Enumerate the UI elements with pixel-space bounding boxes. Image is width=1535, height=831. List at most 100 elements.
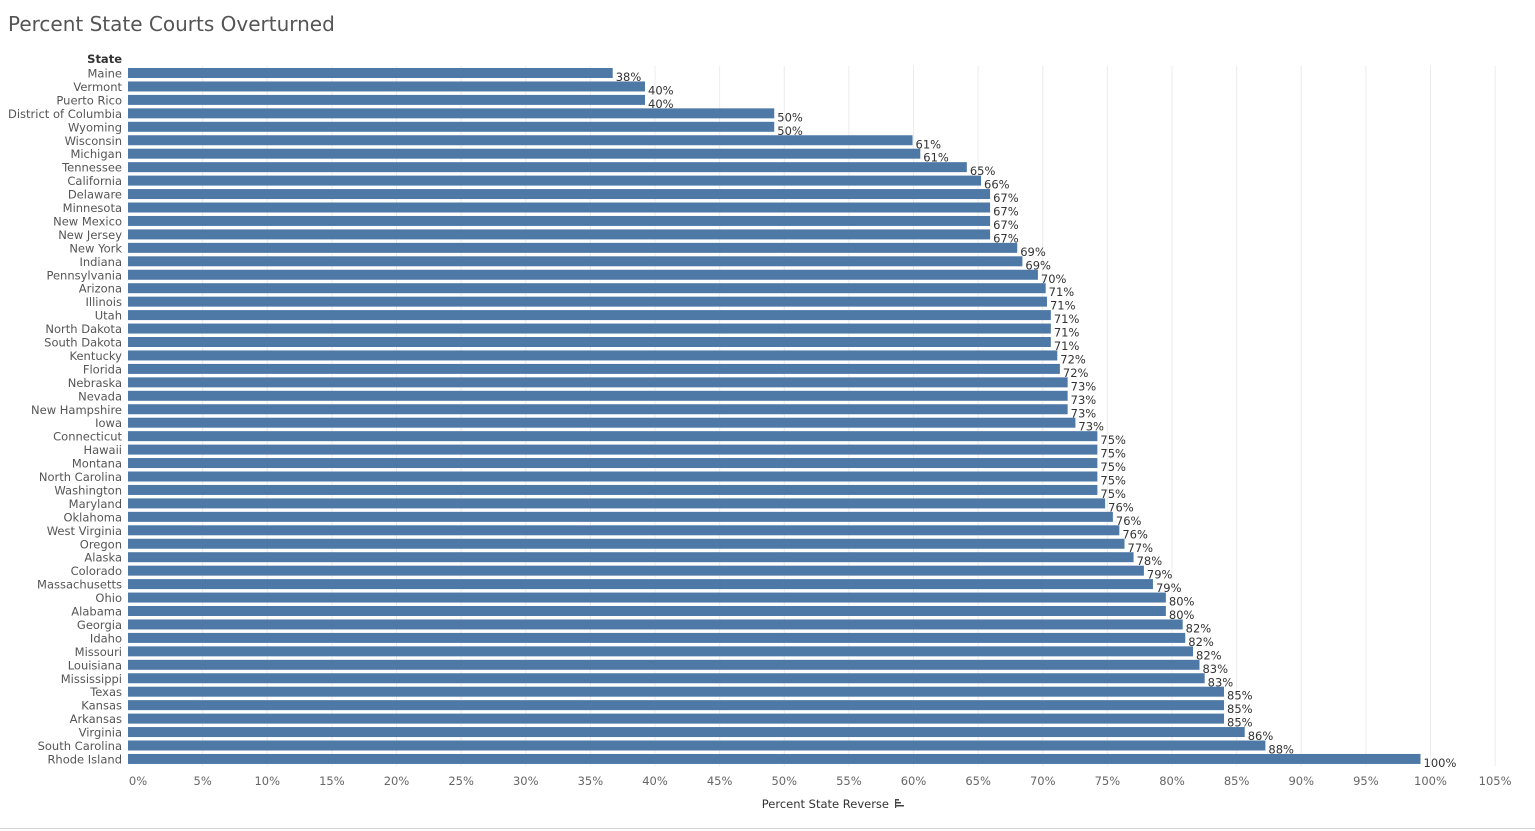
state-label[interactable]: Kentucky — [69, 349, 122, 363]
bar[interactable] — [128, 740, 1266, 751]
bar[interactable] — [128, 511, 1113, 522]
state-label[interactable]: Montana — [72, 457, 122, 471]
state-label[interactable]: South Dakota — [44, 336, 122, 350]
state-label[interactable]: Virginia — [79, 726, 122, 740]
bar[interactable] — [128, 68, 613, 78]
bar[interactable] — [128, 242, 1018, 253]
bar[interactable] — [128, 458, 1098, 469]
state-label[interactable]: Delaware — [68, 188, 122, 202]
state-label[interactable]: Nebraska — [68, 376, 122, 390]
state-label[interactable]: California — [67, 174, 122, 188]
state-label[interactable]: Pennsylvania — [46, 268, 122, 282]
state-label[interactable]: Vermont — [73, 80, 122, 94]
state-label[interactable]: Oklahoma — [63, 510, 122, 524]
sort-descending-icon[interactable] — [895, 799, 904, 808]
bar[interactable] — [128, 81, 645, 92]
state-label[interactable]: Texas — [89, 685, 122, 699]
bar[interactable] — [128, 94, 645, 105]
bar[interactable] — [128, 673, 1205, 684]
bar[interactable] — [128, 646, 1194, 657]
state-label[interactable]: Rhode Island — [47, 752, 122, 766]
state-label[interactable]: Ohio — [95, 591, 122, 605]
state-label[interactable]: North Dakota — [45, 322, 122, 336]
state-label[interactable]: Maryland — [69, 497, 122, 511]
bar[interactable] — [128, 296, 1047, 307]
state-label[interactable]: Washington — [54, 483, 122, 497]
state-label[interactable]: Illinois — [86, 295, 123, 309]
bar[interactable] — [128, 135, 913, 146]
bar[interactable] — [128, 632, 1186, 643]
bar[interactable] — [128, 431, 1098, 442]
bar[interactable] — [128, 659, 1200, 670]
bar[interactable] — [128, 700, 1225, 711]
state-label[interactable]: Indiana — [79, 255, 122, 269]
bar[interactable] — [128, 552, 1134, 563]
bar[interactable] — [128, 444, 1098, 455]
state-label[interactable]: New Jersey — [58, 228, 122, 242]
bar[interactable] — [128, 565, 1144, 576]
state-label[interactable]: Arkansas — [70, 712, 122, 726]
bar[interactable] — [128, 377, 1068, 388]
bar[interactable] — [128, 753, 1421, 764]
bar[interactable] — [128, 121, 775, 132]
bar[interactable] — [128, 310, 1051, 321]
state-label[interactable]: Connecticut — [53, 430, 122, 444]
state-label[interactable]: South Carolina — [38, 739, 122, 753]
state-label[interactable]: District of Columbia — [8, 107, 122, 121]
bar[interactable] — [128, 579, 1153, 590]
bar[interactable] — [128, 619, 1183, 630]
state-label[interactable]: Minnesota — [63, 201, 122, 215]
state-label[interactable]: Missouri — [75, 645, 122, 659]
bar[interactable] — [128, 256, 1023, 267]
bar[interactable] — [128, 229, 991, 240]
state-label[interactable]: Utah — [95, 309, 122, 323]
bar[interactable] — [128, 350, 1058, 361]
bar[interactable] — [128, 484, 1098, 495]
bar[interactable] — [128, 337, 1051, 347]
bar[interactable] — [128, 592, 1166, 603]
state-label[interactable]: Alabama — [71, 605, 122, 619]
bar[interactable] — [128, 390, 1068, 401]
state-label[interactable]: Massachusetts — [37, 578, 122, 592]
bar[interactable] — [128, 606, 1166, 616]
bar[interactable] — [128, 283, 1046, 294]
state-label[interactable]: Arizona — [79, 282, 122, 296]
bar[interactable] — [128, 108, 775, 119]
state-label[interactable]: Maine — [87, 67, 122, 81]
state-label[interactable]: Puerto Rico — [56, 93, 122, 107]
row-header-label[interactable]: State — [87, 52, 122, 66]
bar[interactable] — [128, 471, 1098, 482]
state-label[interactable]: Mississippi — [61, 672, 122, 686]
state-label[interactable]: Idaho — [90, 631, 122, 645]
state-label[interactable]: Iowa — [95, 416, 122, 430]
state-label[interactable]: Louisiana — [68, 658, 122, 672]
state-label[interactable]: Michigan — [70, 147, 122, 161]
state-label[interactable]: Kansas — [81, 699, 122, 713]
bar[interactable] — [128, 175, 982, 186]
state-label[interactable]: Hawaii — [83, 443, 122, 457]
state-label[interactable]: Tennessee — [61, 161, 122, 175]
state-label[interactable]: New Mexico — [53, 214, 122, 228]
bar[interactable] — [128, 189, 991, 200]
bar[interactable] — [128, 538, 1125, 549]
state-label[interactable]: West Virginia — [47, 524, 122, 538]
bar[interactable] — [128, 498, 1106, 509]
x-axis-title[interactable]: Percent State Reverse — [762, 797, 889, 811]
bar[interactable] — [128, 417, 1076, 428]
state-label[interactable]: Oregon — [80, 537, 122, 551]
state-label[interactable]: New York — [69, 241, 122, 255]
bar[interactable] — [128, 727, 1245, 738]
bar[interactable] — [128, 148, 921, 159]
state-label[interactable]: Wyoming — [68, 120, 122, 134]
state-label[interactable]: New Hampshire — [31, 403, 122, 417]
bar[interactable] — [128, 162, 967, 173]
state-label[interactable]: Alaska — [84, 551, 122, 565]
bar[interactable] — [128, 525, 1120, 536]
bar[interactable] — [128, 323, 1051, 334]
state-label[interactable]: Wisconsin — [65, 134, 122, 148]
bar[interactable] — [128, 202, 991, 213]
state-label[interactable]: Nevada — [78, 389, 122, 403]
bar[interactable] — [128, 215, 991, 226]
bar[interactable] — [128, 363, 1060, 374]
state-label[interactable]: Florida — [83, 362, 122, 376]
